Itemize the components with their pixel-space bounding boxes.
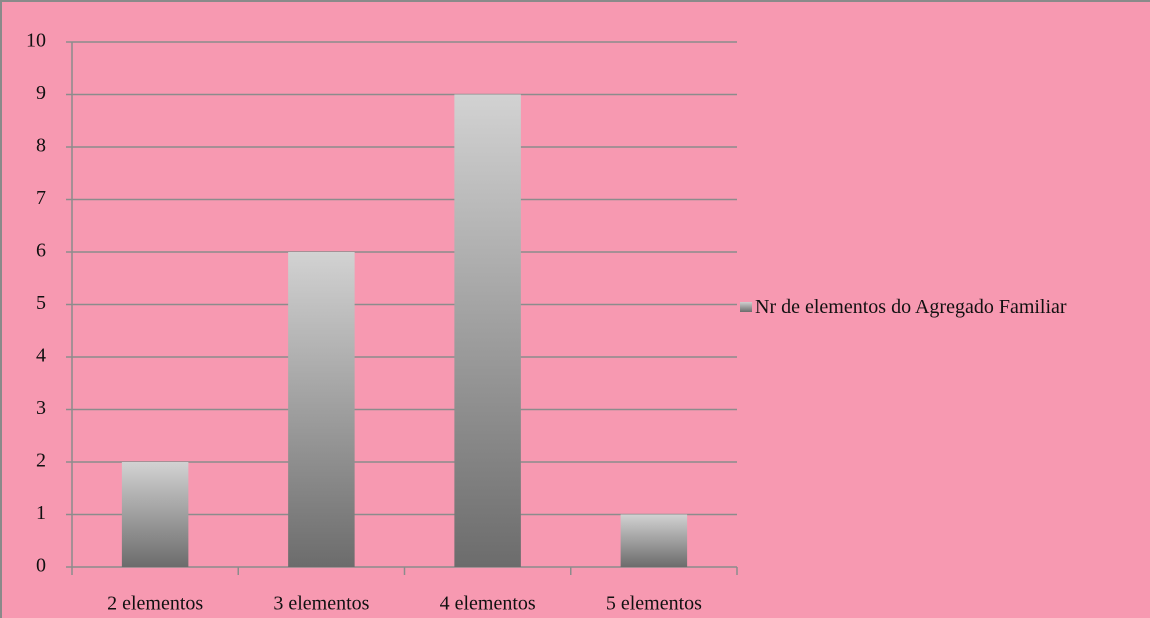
y-tick-label: 9 (36, 82, 46, 104)
x-tick-label: 3 elementos (273, 593, 369, 615)
y-tick-label: 4 (36, 345, 46, 367)
bar (288, 252, 355, 567)
bar (620, 514, 688, 567)
y-tick-label: 3 (36, 397, 46, 419)
y-tick-label: 2 (36, 450, 46, 472)
x-tick-label: 2 elementos (107, 593, 203, 615)
legend: Nr de elementos do Agregado Familiar (740, 295, 1140, 320)
legend-swatch (740, 302, 752, 312)
y-tick-label: 7 (36, 187, 46, 209)
x-tick-label: 5 elementos (606, 593, 702, 615)
y-tick-label: 10 (26, 30, 46, 52)
bar (121, 462, 189, 567)
x-tick-label: 4 elementos (440, 593, 536, 615)
y-tick-label: 6 (36, 240, 46, 262)
bar (454, 94, 521, 567)
y-tick-label: 1 (36, 502, 46, 524)
y-tick-label: 8 (36, 135, 46, 157)
legend-label: Nr de elementos do Agregado Familiar (755, 296, 1067, 318)
y-tick-label: 0 (36, 555, 46, 577)
y-tick-label: 5 (36, 292, 46, 314)
